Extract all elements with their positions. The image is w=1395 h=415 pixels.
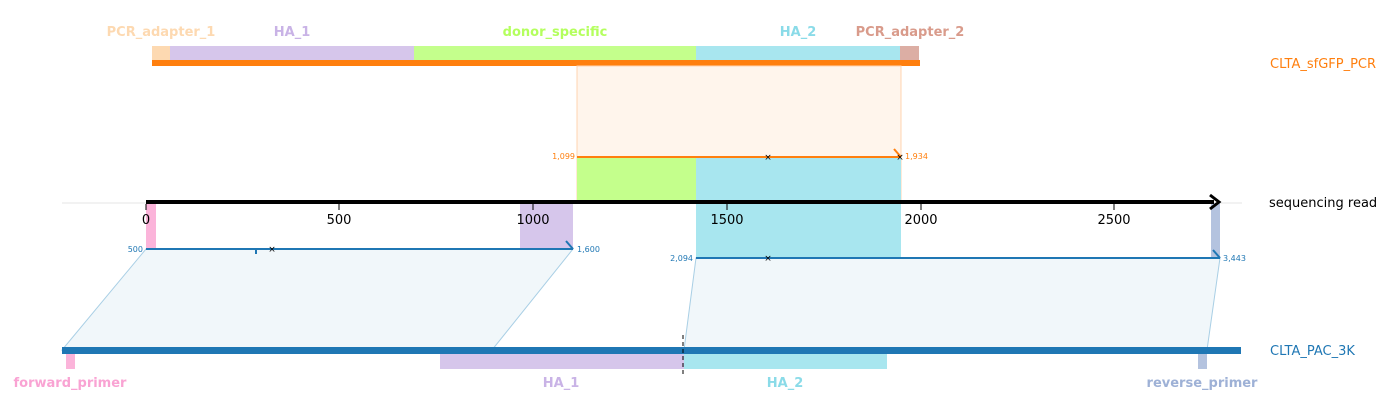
ha-2-ref-feature xyxy=(684,351,887,369)
donor-alignment-end-marker: × xyxy=(896,153,904,163)
donor-alignment-arrow xyxy=(893,148,902,158)
ha-1-donor-feature xyxy=(170,46,414,64)
reference-name-label: CLTA_PAC_3K xyxy=(1270,344,1355,359)
ref-left-alignment-arrow xyxy=(565,240,574,250)
ha-1-ref-feature xyxy=(440,351,684,369)
pcr-adapter-2-label: PCR_adapter_2 xyxy=(856,25,965,40)
ref-left-alignment-end: 1,600 xyxy=(577,245,600,254)
ha-2-ref-label: HA_2 xyxy=(767,376,804,391)
ref-left-alignment-marker: × xyxy=(268,245,276,255)
donor-specific-feature xyxy=(414,46,696,64)
donor-alignment: × × 1,099 1,934 xyxy=(552,65,928,203)
read-tick-label-500: 500 xyxy=(327,213,352,228)
ha-2-donor-feature xyxy=(696,46,900,64)
ha-1-ref-label: HA_1 xyxy=(543,376,580,391)
ha-2-donor-label: HA_2 xyxy=(780,25,817,40)
ref-right-alignment-arrow xyxy=(1212,249,1221,259)
read-name-label: sequencing read xyxy=(1269,196,1377,211)
reference-backbone xyxy=(62,347,1241,354)
read-axis: 0 500 1000 1500 2000 2500 sequencing rea… xyxy=(62,193,1377,258)
read-tick-label-0: 0 xyxy=(142,213,150,228)
read-tick-label-2000: 2000 xyxy=(904,213,937,228)
pcr-adapter-1-feature xyxy=(152,46,170,64)
forward-primer-feature xyxy=(66,351,75,369)
ref-left-alignment: × 500 1,600 xyxy=(60,240,600,351)
read-ha-2-block xyxy=(696,203,901,258)
read-tick-label-1500: 1500 xyxy=(710,213,743,228)
read-reverse-primer-block xyxy=(1211,203,1220,258)
ref-left-alignment-band xyxy=(60,248,575,351)
forward-primer-label: forward_primer xyxy=(14,376,128,391)
pcr-adapter-1-label: PCR_adapter_1 xyxy=(107,25,216,40)
donor-specific-label: donor_specific xyxy=(503,25,608,40)
ref-right-alignment: × 2,094 3,443 xyxy=(670,249,1246,351)
pcr-adapter-2-feature xyxy=(900,46,919,64)
ref-right-alignment-marker: × xyxy=(764,254,772,264)
ref-right-alignment-start: 2,094 xyxy=(670,254,693,263)
ha-2-read-segment xyxy=(696,157,901,202)
ref-right-alignment-band xyxy=(683,257,1221,351)
ref-left-alignment-start: 500 xyxy=(128,245,143,254)
donor-alignment-mid-marker: × xyxy=(764,153,772,163)
read-tick-label-2500: 2500 xyxy=(1097,213,1130,228)
read-axis-arrowhead xyxy=(1209,193,1222,211)
read-ha-1-block xyxy=(520,203,573,249)
ha-1-donor-label: HA_1 xyxy=(274,25,311,40)
read-axis-ticks xyxy=(145,204,1115,210)
reference-track: forward_primer HA_1 HA_2 reverse_primer … xyxy=(14,335,1355,391)
read-tick-label-1000: 1000 xyxy=(516,213,549,228)
ref-right-alignment-end: 3,443 xyxy=(1223,254,1246,263)
donor-alignment-start: 1,099 xyxy=(552,152,575,161)
donor-track: PCR_adapter_1 HA_1 donor_specific HA_2 P… xyxy=(107,25,1376,72)
donor-specific-read-segment xyxy=(577,157,696,202)
reverse-primer-feature xyxy=(1198,351,1207,369)
read-left-primer-block xyxy=(146,203,156,249)
donor-backbone xyxy=(152,60,920,66)
donor-name-label: CLTA_sfGFP_PCR xyxy=(1270,57,1376,72)
reverse-primer-label: reverse_primer xyxy=(1147,376,1259,391)
donor-alignment-end: 1,934 xyxy=(905,152,928,161)
